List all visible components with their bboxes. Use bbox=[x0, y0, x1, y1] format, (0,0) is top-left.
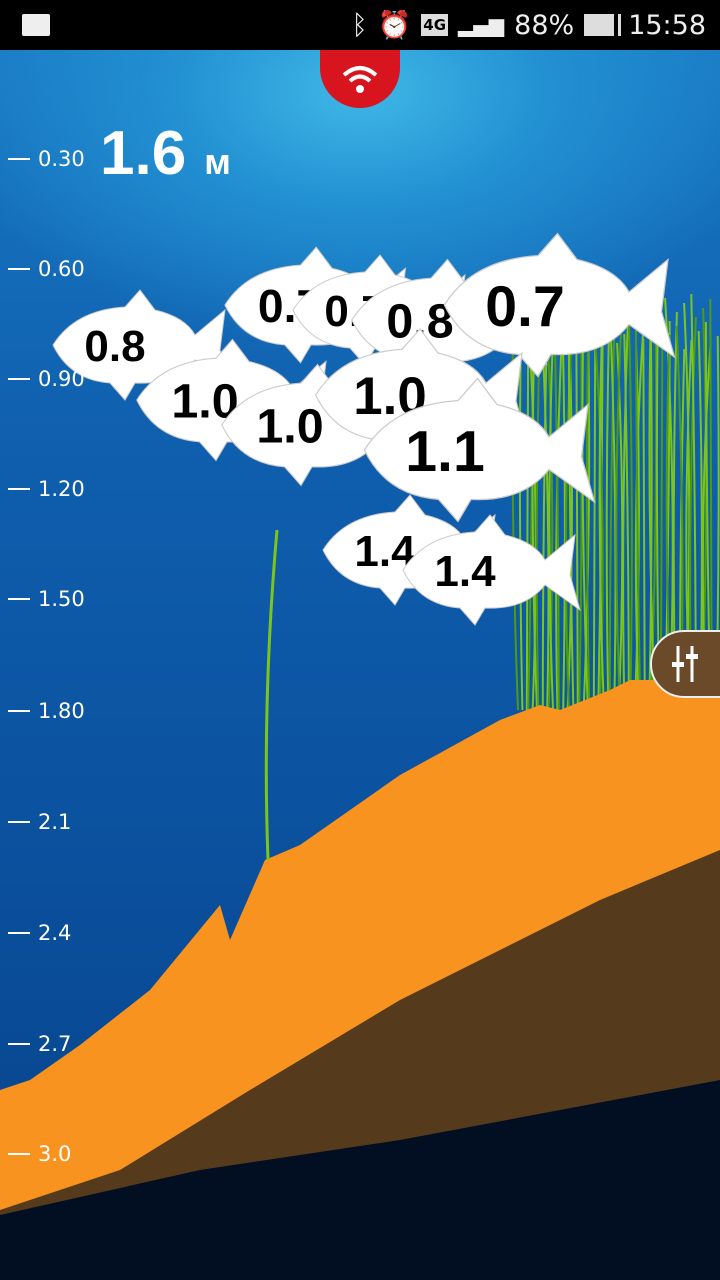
weed-blade bbox=[575, 318, 579, 711]
weed-blade bbox=[555, 336, 563, 711]
weed-blade bbox=[592, 323, 597, 711]
scale-value: 0.60 bbox=[38, 257, 85, 281]
scale-value: 1.80 bbox=[38, 699, 85, 723]
single-weed bbox=[264, 529, 279, 861]
4g-icon: 4G bbox=[421, 14, 449, 36]
weed-blade bbox=[598, 314, 605, 711]
fish-depth-label: 1.1 bbox=[405, 420, 485, 484]
weed-blade bbox=[581, 309, 589, 711]
scale-tick bbox=[8, 710, 30, 712]
fish-marker: 0.8 bbox=[52, 289, 231, 401]
scale-tick bbox=[8, 158, 30, 160]
scale-label: 1.80 bbox=[8, 699, 85, 723]
scale-label: 2.1 bbox=[8, 810, 71, 834]
fish-marker: 1.1 bbox=[363, 377, 596, 523]
depth-value: 1.6 bbox=[100, 119, 187, 188]
scale-tick bbox=[8, 1043, 30, 1045]
weed-blade bbox=[608, 305, 617, 711]
scale-tick bbox=[8, 932, 30, 934]
weed-blade bbox=[585, 346, 591, 711]
weed-blade bbox=[541, 345, 550, 711]
scale-label: 3.0 bbox=[8, 1142, 71, 1166]
clock: 15:58 bbox=[628, 9, 706, 41]
bottom-deep bbox=[0, 1080, 720, 1280]
fish-marker: 1.4 bbox=[402, 514, 581, 626]
weed-blade bbox=[553, 313, 560, 711]
scale-value: 2.7 bbox=[38, 1032, 72, 1056]
scale-tick bbox=[8, 821, 30, 823]
wifi-icon bbox=[342, 66, 378, 93]
weed-blade bbox=[634, 301, 642, 711]
status-bar: ᛒ ⏰ 4G ▂▄▆ 88% 15:58 bbox=[0, 0, 720, 50]
fish-marker: 1.0 bbox=[221, 363, 418, 487]
battery-icon bbox=[584, 14, 619, 36]
scale-label: 0.60 bbox=[8, 257, 85, 281]
weed-blade bbox=[518, 326, 524, 711]
fish-depth-label: 0.8 bbox=[84, 322, 145, 371]
scale-tick bbox=[8, 488, 30, 490]
weed-blade bbox=[622, 296, 630, 711]
weed-blade bbox=[627, 310, 633, 711]
alarm-icon: ⏰ bbox=[377, 10, 412, 41]
scale-label: 2.7 bbox=[8, 1032, 71, 1056]
scale-value: 0.30 bbox=[38, 147, 85, 171]
fish-school: 0.80.7 0.7 0.8 0.71.0 1.01.01.11.4 1.4 bbox=[52, 232, 676, 626]
fish-marker: 1.0 bbox=[136, 338, 333, 462]
scale-value: 1.50 bbox=[38, 587, 85, 611]
scale-value: 1.20 bbox=[38, 477, 85, 501]
scale-value: 3.0 bbox=[38, 1142, 72, 1166]
weed-blade bbox=[605, 291, 611, 711]
bluetooth-icon: ᛒ bbox=[351, 9, 368, 41]
scale-label: 0.30 bbox=[8, 147, 85, 171]
scale-label: 0.90 bbox=[8, 367, 85, 391]
scale-tick bbox=[8, 1153, 30, 1155]
sliders-icon bbox=[672, 646, 698, 682]
scale-tick bbox=[8, 268, 30, 270]
scale-label: 1.20 bbox=[8, 477, 85, 501]
scale-label: 1.50 bbox=[8, 587, 85, 611]
scale-tick bbox=[8, 378, 30, 380]
fish-marker: 0.7 bbox=[443, 232, 676, 378]
gallery-icon bbox=[22, 14, 50, 36]
weed-blade bbox=[634, 324, 645, 711]
depth-unit: м bbox=[204, 141, 231, 182]
weed-blade bbox=[578, 295, 583, 711]
settings-button[interactable] bbox=[650, 630, 720, 698]
weed-blade bbox=[567, 341, 575, 711]
scale-value: 2.4 bbox=[38, 921, 72, 945]
current-depth: 1.6 м bbox=[100, 118, 231, 189]
battery-percent: 88% bbox=[514, 9, 575, 41]
fish-depth-label: 1.0 bbox=[256, 400, 323, 454]
scale-tick bbox=[8, 598, 30, 600]
weed-blade bbox=[623, 333, 630, 711]
weed-blade bbox=[535, 331, 541, 711]
fish-depth-label: 1.4 bbox=[434, 547, 496, 596]
weed-blade bbox=[548, 299, 556, 711]
signal-icon: ▂▄▆ bbox=[458, 13, 505, 37]
scale-value: 0.90 bbox=[38, 367, 85, 391]
weed-blade bbox=[564, 304, 575, 711]
weed-blade bbox=[642, 338, 646, 711]
fish-depth-label: 0.7 bbox=[485, 275, 565, 339]
scale-label: 2.4 bbox=[8, 921, 71, 945]
weed-blade bbox=[615, 319, 623, 711]
scale-value: 2.1 bbox=[38, 810, 72, 834]
